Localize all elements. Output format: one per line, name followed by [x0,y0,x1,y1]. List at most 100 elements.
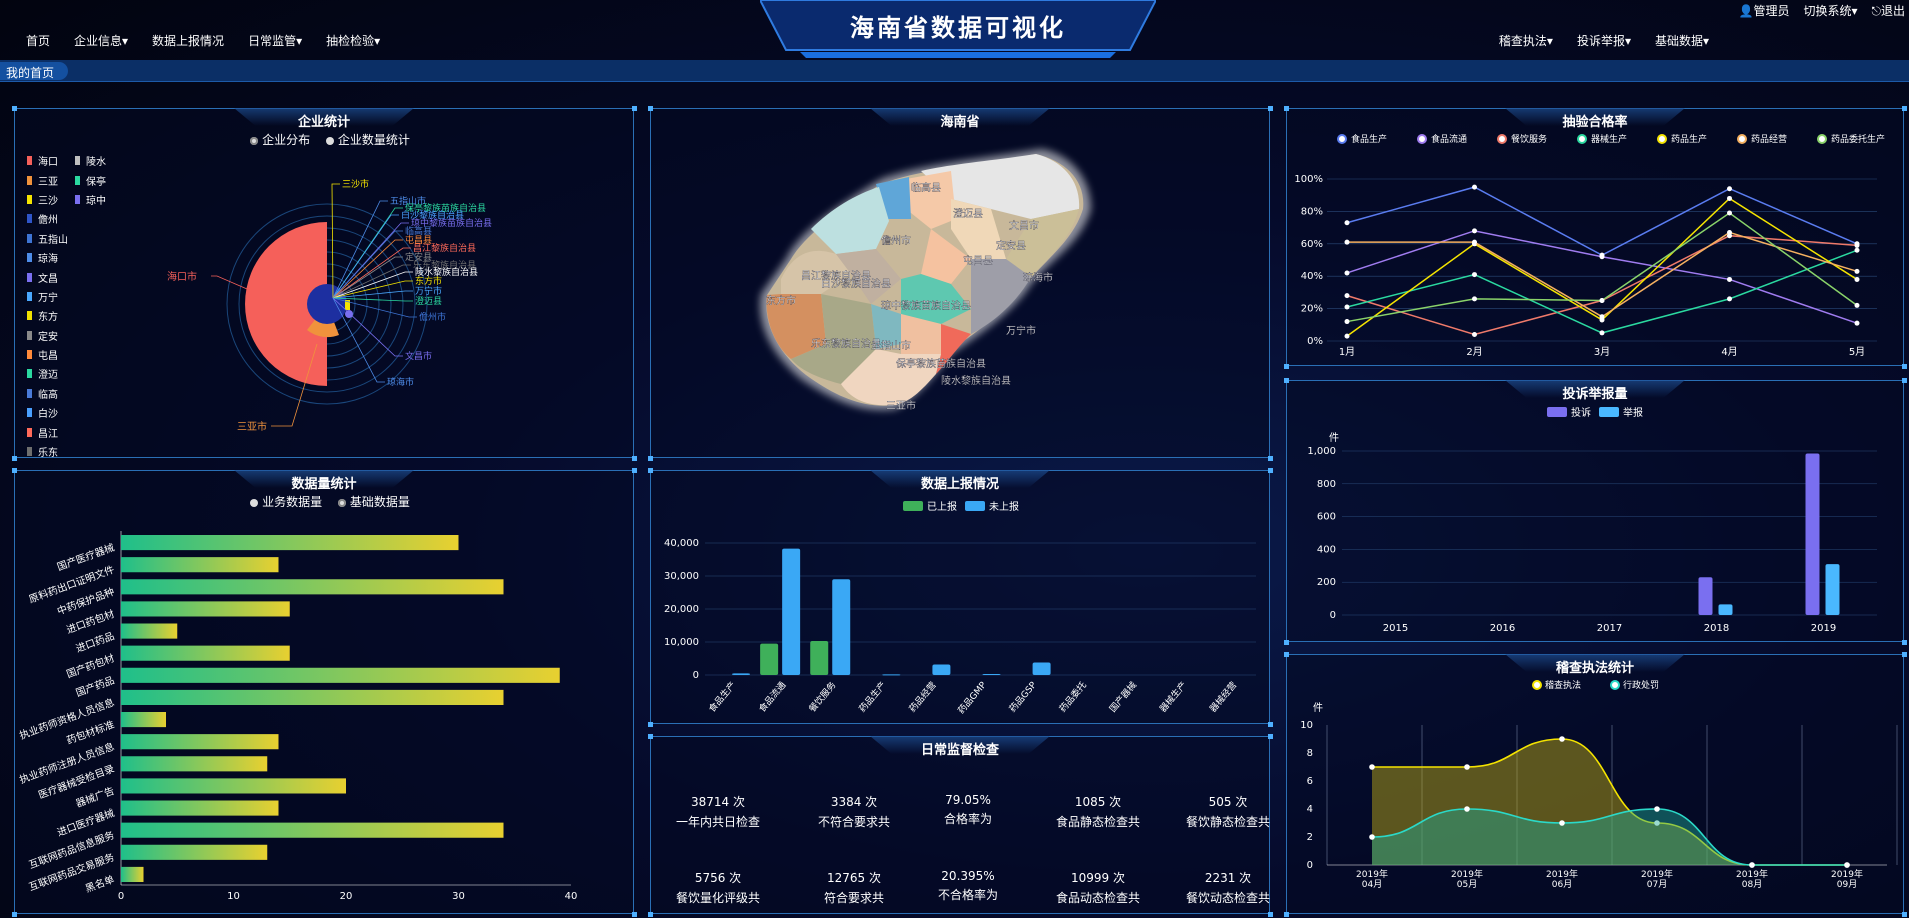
user-link[interactable]: 👤管理员 [1738,2,1789,19]
legend-swatch[interactable] [1599,407,1619,417]
data-point[interactable] [1654,820,1660,826]
pie-slice-haikou[interactable] [245,222,327,386]
data-point[interactable] [1464,806,1470,812]
data-point[interactable] [1344,293,1350,299]
region-ledong[interactable] [791,294,876,384]
data-point[interactable] [1854,268,1860,274]
legend-item[interactable]: 五指山 [27,229,68,248]
bar[interactable] [810,641,829,675]
bar[interactable] [732,673,751,675]
data-point[interactable] [1369,764,1375,770]
data-point[interactable] [1854,242,1860,248]
bar[interactable] [1825,564,1840,615]
data-point[interactable] [1344,304,1350,310]
data-point[interactable] [1472,272,1477,278]
bar[interactable] [121,557,279,573]
bar[interactable] [882,674,901,676]
data-point[interactable] [1727,276,1732,282]
bar[interactable] [760,643,779,675]
legend-item[interactable]: 琼中 [75,190,106,209]
legend-marker[interactable] [1610,680,1620,690]
data-point[interactable] [1727,186,1732,192]
logout-link[interactable]: ⎋退出 [1871,2,1905,19]
legend-marker[interactable] [1337,134,1347,144]
bar[interactable] [1032,662,1051,675]
bar[interactable] [832,579,851,675]
bar[interactable] [121,800,279,816]
legend-item[interactable]: 白沙 [27,403,68,422]
legend-item[interactable]: 东方 [27,306,68,325]
bar[interactable] [121,866,144,882]
legend-marker[interactable] [1577,134,1587,144]
legend-marker[interactable] [1497,134,1507,144]
data-point[interactable] [1369,834,1375,840]
legend-item[interactable]: 文昌 [27,267,68,286]
data-point[interactable] [1559,820,1565,826]
region-lingshui[interactable] [936,324,971,374]
region-wenchang[interactable] [921,154,1080,219]
bar[interactable] [121,689,504,705]
radio-basic[interactable] [337,499,346,507]
nav-complaints[interactable]: 投诉举报▾ [1576,34,1631,48]
pie-slice-small[interactable] [345,310,353,318]
data-point[interactable] [1727,210,1732,216]
data-point[interactable] [1344,239,1350,245]
region-baisha[interactable] [836,249,901,304]
switch-system-menu[interactable]: 切换系统▾ [1803,4,1858,18]
radio-business[interactable] [250,499,259,507]
legend-item[interactable]: 陵水 [75,151,106,170]
nav-home[interactable]: 首页 [26,34,51,48]
data-point[interactable] [1472,239,1477,245]
bar[interactable] [1718,604,1733,615]
bar[interactable] [121,579,504,595]
region-changjiang[interactable] [781,250,851,294]
legend-marker[interactable] [1532,680,1542,690]
bar[interactable] [121,844,268,860]
data-point[interactable] [1599,314,1605,320]
breadcrumb[interactable]: 我的首页 [0,62,69,80]
data-point[interactable] [1854,302,1860,308]
legend-item[interactable]: 乐东 [27,442,68,461]
data-point[interactable] [1654,806,1660,812]
nav-daily-supervision[interactable]: 日常监管▾ [248,34,303,48]
data-point[interactable] [1472,332,1477,338]
region-sanya[interactable] [841,349,941,406]
data-point[interactable] [1559,736,1565,742]
region-baoting[interactable] [901,314,941,354]
data-point[interactable] [1749,862,1755,868]
legend-item[interactable]: 三沙 [27,190,68,209]
data-point[interactable] [1599,254,1605,260]
data-point[interactable] [1727,195,1732,201]
legend-swatch[interactable] [1547,407,1567,417]
nav-data-report[interactable]: 数据上报情况 [152,34,225,48]
bar[interactable] [121,756,268,772]
data-point[interactable] [1344,270,1350,276]
legend-swatch[interactable] [965,501,985,511]
bar[interactable] [121,712,166,728]
radio-count[interactable] [325,137,334,145]
region-qiongzhong[interactable] [901,274,971,324]
bar[interactable] [121,667,560,683]
region-dingan[interactable] [951,199,1006,259]
legend-item[interactable]: 屯昌 [27,345,68,364]
bar[interactable] [121,734,279,750]
bar[interactable] [121,822,504,838]
data-point[interactable] [1464,764,1470,770]
legend-item[interactable]: 万宁 [27,287,68,306]
legend-item[interactable]: 琼海 [27,248,68,267]
bar[interactable] [121,601,290,617]
legend-item[interactable]: 儋州 [27,209,68,228]
legend-item[interactable]: 保亭 [75,170,106,189]
legend-item[interactable]: 临高 [27,384,68,403]
region-qionghai[interactable] [1006,209,1079,277]
bar[interactable] [1698,577,1713,615]
legend-item[interactable]: 昌江 [27,422,68,441]
legend-swatch[interactable] [903,501,923,511]
bar[interactable] [121,778,346,794]
bar[interactable] [932,664,951,675]
data-point[interactable] [1854,320,1860,326]
region-dongfang[interactable] [766,294,826,359]
region-chengmai[interactable] [906,171,956,229]
region-tunchang[interactable] [921,229,971,284]
nav-inspection-enforcement[interactable]: 稽查执法▾ [1498,34,1553,48]
